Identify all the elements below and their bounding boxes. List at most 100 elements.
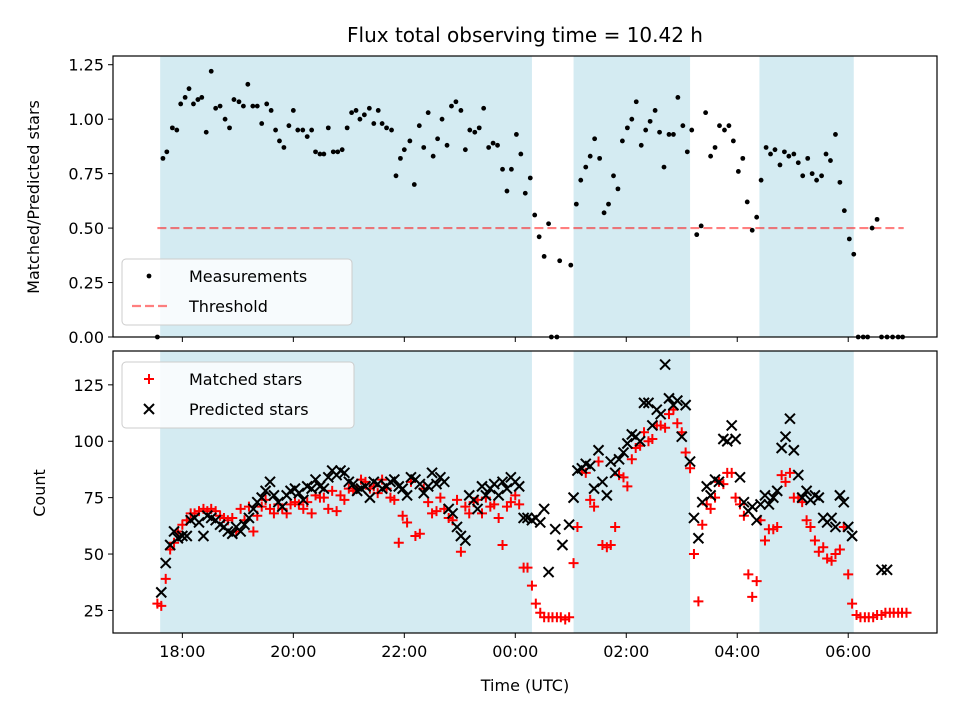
measurement-point bbox=[430, 153, 436, 159]
matched-star-point bbox=[489, 499, 500, 510]
matched-star-point bbox=[589, 501, 600, 512]
matched-star-point bbox=[822, 553, 833, 564]
measurement-point bbox=[236, 99, 242, 105]
predicted-star-point bbox=[738, 496, 750, 508]
matched-star-point bbox=[427, 508, 438, 519]
predicted-star-point bbox=[617, 446, 630, 459]
x-tick-label: 20:00 bbox=[270, 642, 316, 661]
y-tick-label: 0.75 bbox=[68, 165, 104, 184]
measurement-point bbox=[325, 125, 331, 131]
matched-star-point bbox=[393, 537, 404, 548]
measurement-point bbox=[744, 199, 750, 205]
measurement-point bbox=[726, 123, 732, 129]
measurement-point bbox=[481, 105, 487, 111]
legend-label: Threshold bbox=[188, 297, 268, 316]
predicted-star-point bbox=[688, 512, 700, 524]
matched-star-point bbox=[622, 481, 633, 492]
matched-star-point bbox=[747, 591, 758, 602]
matched-star-point bbox=[564, 612, 575, 623]
measurement-point bbox=[758, 177, 764, 183]
measurement-point bbox=[286, 123, 292, 129]
predicted-star-point bbox=[542, 566, 555, 578]
measurement-point bbox=[384, 125, 389, 131]
predicted-star-point bbox=[679, 399, 692, 411]
measurement-point bbox=[814, 177, 819, 183]
matched-star-point bbox=[772, 521, 783, 532]
measurement-point bbox=[186, 86, 192, 92]
predicted-star-point bbox=[322, 471, 335, 484]
measurement-point bbox=[611, 173, 616, 179]
measurement-point bbox=[309, 127, 315, 133]
measurement-point bbox=[174, 127, 180, 133]
measurement-point bbox=[259, 121, 265, 126]
x-tick-label: 02:00 bbox=[603, 642, 649, 661]
predicted-star-point bbox=[388, 473, 401, 486]
measurement-point bbox=[643, 127, 649, 133]
matched-star-point bbox=[655, 420, 666, 431]
measurement-point bbox=[458, 108, 464, 113]
predicted-star-point bbox=[775, 442, 788, 454]
matched-star-point bbox=[776, 470, 787, 481]
matched-star-point bbox=[614, 470, 625, 481]
measurement-point bbox=[160, 155, 166, 161]
measurement-point bbox=[213, 105, 219, 111]
predicted-star-point bbox=[243, 512, 255, 524]
predicted-star-point bbox=[642, 397, 655, 409]
measurement-point bbox=[717, 123, 722, 129]
measurement-point bbox=[557, 258, 563, 264]
measurement-point bbox=[768, 151, 773, 157]
measurement-point bbox=[657, 129, 662, 135]
measurement-point bbox=[522, 190, 528, 196]
y-tick-label: 75 bbox=[84, 489, 104, 508]
matched-star-point bbox=[680, 447, 691, 458]
matched-star-point bbox=[705, 503, 716, 514]
predicted-star-point bbox=[725, 419, 738, 432]
measurement-point bbox=[231, 97, 237, 102]
predicted-star-point bbox=[788, 444, 800, 456]
matched-star-point bbox=[227, 512, 238, 523]
measurement-point bbox=[444, 142, 450, 148]
predicted-star-point bbox=[197, 530, 210, 542]
measurement-point bbox=[874, 216, 880, 222]
measurement-point bbox=[754, 214, 760, 220]
matched-star-point bbox=[605, 540, 616, 551]
measurement-point bbox=[500, 166, 505, 172]
predicted-star-point bbox=[293, 487, 305, 499]
measurement-point bbox=[353, 108, 359, 113]
predicted-star-point bbox=[247, 503, 260, 515]
measurement-point bbox=[199, 94, 205, 100]
x-tick-label: 22:00 bbox=[381, 642, 427, 661]
x-tick-label: 00:00 bbox=[492, 642, 538, 661]
measurement-point bbox=[532, 212, 538, 218]
predicted-star-point bbox=[234, 525, 247, 538]
predicted-star-point bbox=[767, 491, 780, 504]
predicted-star-point bbox=[513, 480, 525, 493]
x-tick-label: 06:00 bbox=[825, 642, 871, 661]
matched-star-point bbox=[830, 549, 841, 560]
predicted-star-point bbox=[238, 519, 251, 531]
measurement-point bbox=[518, 151, 524, 157]
measurement-point bbox=[661, 164, 667, 170]
matched-star-point bbox=[327, 485, 338, 496]
matched-star-point bbox=[423, 497, 434, 508]
predicted-star-point bbox=[438, 476, 450, 488]
measurement-point bbox=[698, 223, 704, 229]
measurement-point bbox=[837, 179, 843, 185]
measurement-point bbox=[846, 236, 852, 242]
measurement-point bbox=[633, 99, 639, 105]
measurement-point bbox=[349, 110, 354, 116]
predicted-star-point bbox=[318, 482, 330, 495]
matched-star-point bbox=[302, 497, 313, 508]
predicted-star-point bbox=[846, 530, 858, 542]
measurement-point bbox=[629, 116, 635, 122]
predicted-star-point bbox=[646, 419, 659, 432]
measurement-point bbox=[379, 121, 385, 126]
measurement-point bbox=[791, 151, 797, 157]
predicted-star-point bbox=[584, 460, 596, 472]
predicted-star-point bbox=[701, 480, 713, 493]
measurement-point bbox=[513, 132, 519, 137]
y-tick-label: 125 bbox=[73, 376, 104, 395]
y-tick-label: 1.00 bbox=[68, 110, 104, 129]
measurement-point bbox=[851, 251, 857, 257]
